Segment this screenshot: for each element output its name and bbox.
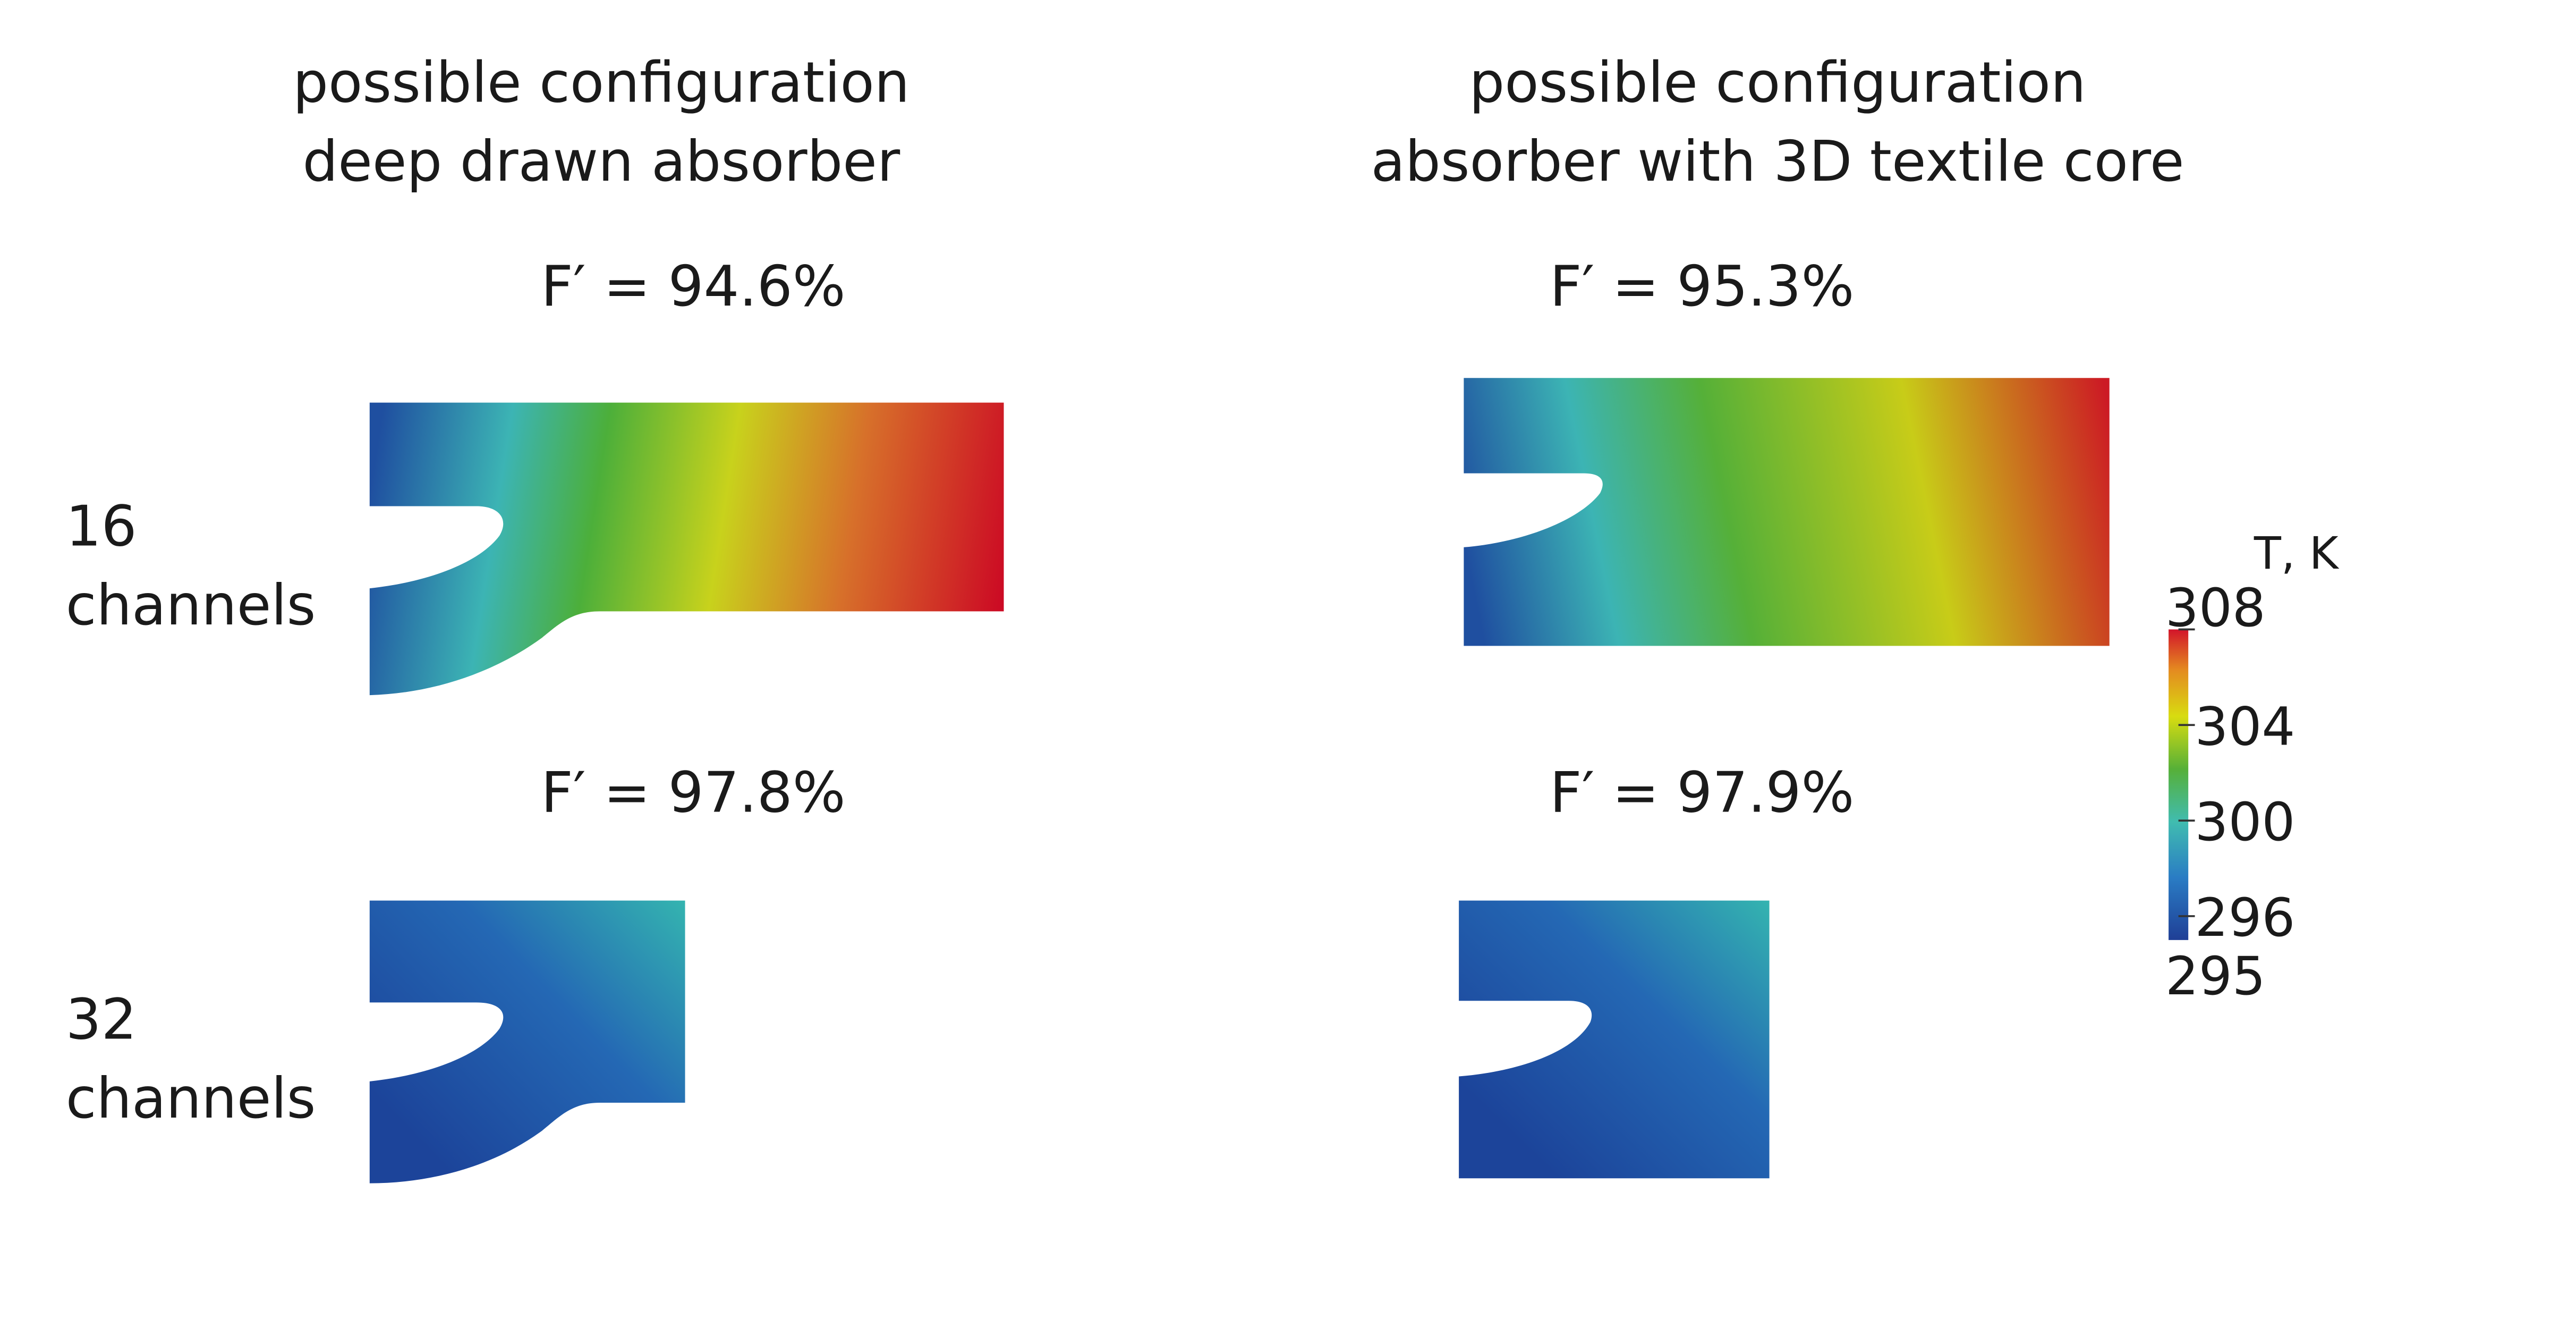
colorbar-title: T, K [2254, 528, 2340, 579]
colorbar-tick-label: 308 [2165, 578, 2266, 639]
colorbar: T, K 295 308 304 300 296 [2165, 528, 2340, 1007]
efficiency-label: F′ = 95.3% [1550, 253, 1854, 319]
temperature-field [1459, 900, 1770, 1179]
row-label: channels [66, 1066, 316, 1131]
colorbar-scale [2169, 629, 2189, 940]
temperature-field [369, 900, 685, 1183]
efficiency-label: F′ = 94.6% [541, 253, 845, 319]
colorbar-tick-label: 296 [2195, 887, 2296, 949]
efficiency-label: F′ = 97.9% [1550, 760, 1854, 825]
row-label: channels [66, 572, 316, 638]
temperature-field [1464, 378, 2110, 646]
efficiency-label: F′ = 97.8% [541, 760, 845, 825]
column-title: possible configuration [293, 50, 909, 115]
column-title: possible configuration [1469, 50, 2086, 115]
column-title: deep drawn absorber [302, 129, 900, 194]
column-title: absorber with 3D textile core [1371, 129, 2184, 194]
row-label: 32 [66, 986, 137, 1052]
colorbar-tick-label: 304 [2195, 696, 2296, 757]
colorbar-min-label: 295 [2165, 946, 2266, 1007]
row-label: 16 [66, 494, 137, 559]
colorbar-tick-label: 300 [2195, 792, 2296, 853]
temperature-field [369, 402, 1004, 696]
